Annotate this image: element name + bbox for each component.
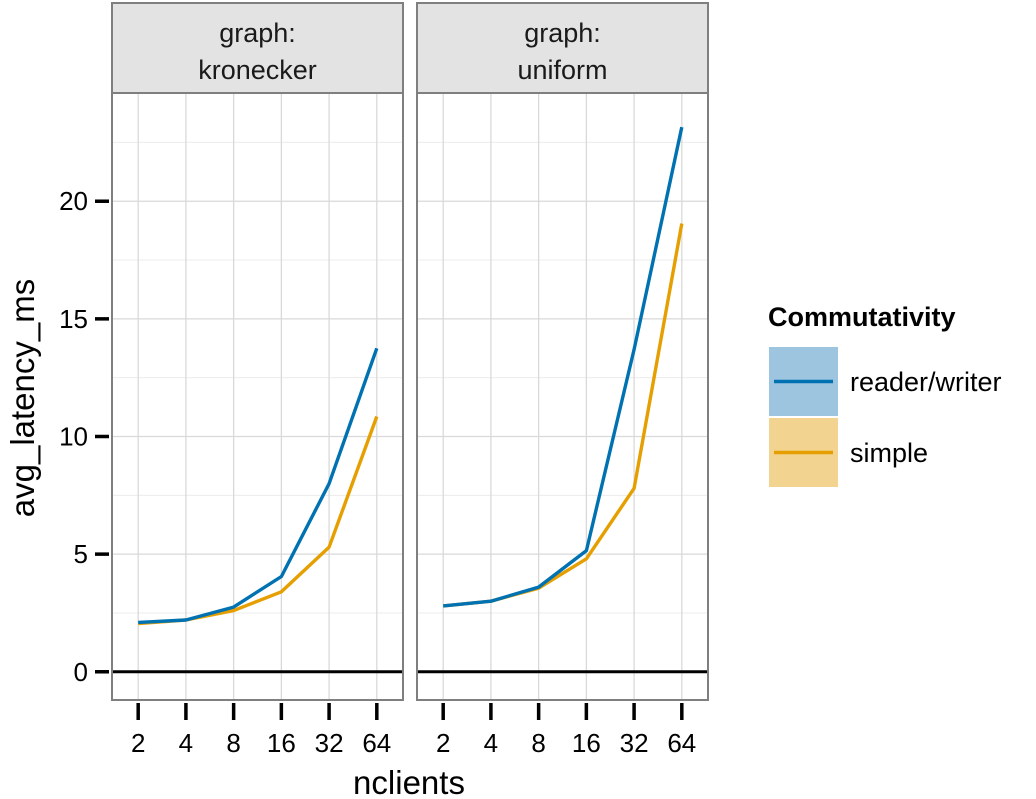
panel-uniform: graph: uniform 2 4 8 16 32 64	[416, 2, 709, 758]
x-tick-label: 8	[226, 728, 240, 758]
x-axis-title: nclients	[353, 764, 465, 799]
panel-kronecker: graph: kronecker 2 4 8 16 32 64	[111, 2, 404, 758]
x-tick-label: 16	[267, 728, 296, 758]
grid-lines	[417, 93, 708, 700]
series-line-reader-writer	[443, 126, 684, 608]
legend-title: Commutativity	[768, 302, 956, 332]
x-tick-label: 32	[315, 728, 344, 758]
y-tick-label: 10	[59, 421, 88, 451]
y-axis-title: avg_latency_ms	[4, 279, 41, 517]
x-tick-label: 32	[620, 728, 649, 758]
legend: Commutativity reader/writer simple	[767, 302, 1002, 489]
series-line-reader-writer	[138, 347, 379, 625]
strip-label-variable: graph:	[524, 18, 601, 48]
legend-label: reader/writer	[850, 367, 1002, 397]
facet-strip	[111, 2, 404, 94]
y-tick-label: 0	[74, 657, 88, 687]
strip-label-value: kronecker	[198, 55, 317, 85]
x-tick-label: 16	[572, 728, 601, 758]
x-tick-label: 4	[484, 728, 498, 758]
y-tick-label: 15	[59, 304, 88, 334]
facet-panels: graph: kronecker 2 4 8 16 32 64 graph: uniform 2 4 8…	[111, 2, 709, 758]
x-tick-label: 8	[531, 728, 545, 758]
y-tick-label: 20	[59, 186, 88, 216]
panel-border	[416, 92, 709, 701]
strip-label-variable: graph:	[219, 18, 296, 48]
x-tick-label: 64	[362, 728, 391, 758]
x-tick-label: 2	[436, 728, 450, 758]
x-axis: 2 4 8 16 32 64	[131, 703, 391, 758]
x-tick-label: 2	[131, 728, 145, 758]
series-line-simple	[443, 223, 684, 608]
grid-lines	[112, 93, 403, 700]
legend-label: simple	[850, 438, 928, 468]
x-tick-label: 64	[667, 728, 696, 758]
strip-label-value: uniform	[517, 55, 607, 85]
y-axis: 0 5 10 15 20	[59, 186, 109, 687]
facet-strip	[416, 2, 709, 94]
y-tick-label: 5	[74, 539, 88, 569]
x-tick-label: 4	[179, 728, 193, 758]
x-axis: 2 4 8 16 32 64	[436, 703, 696, 758]
